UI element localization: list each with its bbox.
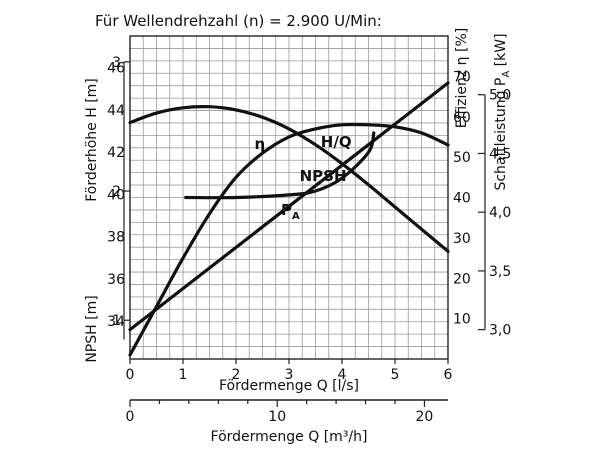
x-tick-label: 2 [232, 367, 241, 383]
efficiency-tick-label: 20 [453, 271, 471, 287]
npsh-curve [184, 131, 376, 200]
secondary-x-tick-label: 10 [268, 409, 286, 425]
efficiency-tick-label: 70 [453, 69, 471, 85]
pa-label-main: P [281, 201, 292, 219]
head-tick-label: 38 [107, 230, 125, 246]
head-tick-label: 40 [107, 187, 125, 203]
power-axis-title: Schaftleistung PA [kW] [493, 33, 512, 190]
x-tick-label: 6 [444, 367, 453, 383]
hq-label: H/Q [321, 133, 352, 151]
power-axis-title-sub: A [501, 71, 512, 78]
power-tick-label: 3,0 [489, 323, 511, 339]
labels-layer: 0 1 2 3 4 5 63436384042444612310203040506070H/… [107, 55, 471, 383]
secondary-x-ticks: 0 10 20 [126, 400, 434, 425]
power-tick-label: 3,5 [489, 264, 511, 280]
head-tick-label: 36 [107, 272, 125, 288]
eta-label: η [255, 135, 266, 153]
x-tick-label: 4 [338, 367, 347, 383]
npsh-tick-label: 3 [112, 55, 121, 71]
head-tick-label: 44 [107, 103, 125, 119]
head-tick-label: 34 [107, 314, 125, 330]
x-tick-label: 5 [391, 367, 400, 383]
x-tick-label: 1 [179, 367, 188, 383]
head-tick-label: 42 [107, 145, 125, 161]
npsh-tick-label: 1 [112, 313, 121, 329]
x-tick-label: 0 [126, 367, 135, 383]
x-axis-title: Fördermenge Q [l/s] [219, 378, 359, 394]
pa-label-sub: A [292, 211, 300, 222]
efficiency-tick-label: 40 [453, 191, 471, 207]
efficiency-tick-label: 30 [453, 231, 471, 247]
plot-grid [130, 36, 448, 359]
efficiency-curve [128, 122, 450, 357]
secondary-x-tick-label: 0 [126, 409, 135, 425]
x-tick-label: 3 [285, 367, 294, 383]
head-axis-title: Förderhöhe H [m] [84, 78, 100, 202]
secondary-x-tick-label: 20 [416, 409, 434, 425]
npsh-tick-label: 2 [112, 184, 121, 200]
hq-curve [128, 104, 450, 253]
efficiency-tick-label: 10 [453, 312, 471, 328]
power-axis-title-main: Schaftleistung P [493, 78, 509, 191]
power-tick-label: 5,0 [489, 88, 511, 104]
npsh-axis-title: NPSH [m] [84, 295, 100, 362]
chart-title: Für Wellendrehzahl (n) = 2.900 U/Min: [95, 12, 382, 30]
power-curve [128, 81, 450, 332]
power-axis: 3,0 3,5 4,0 4,5 5,0 [478, 88, 511, 339]
efficiency-tick-label: 60 [453, 110, 471, 126]
x-axis-secondary-title: Fördermenge Q [m³/h] [211, 429, 368, 445]
curves-layer [128, 81, 450, 357]
head-tick-label: 46 [107, 61, 125, 77]
power-tick-label: 4,5 [489, 146, 511, 162]
power-axis-title-unit: [kW] [493, 33, 509, 70]
power-tick-label: 4,0 [489, 205, 511, 221]
efficiency-axis-title: Effizienz η [%] [454, 28, 470, 128]
npsh-label: NPSH [300, 167, 347, 185]
pa-label: PA [281, 201, 300, 222]
efficiency-tick-label: 50 [453, 150, 471, 166]
